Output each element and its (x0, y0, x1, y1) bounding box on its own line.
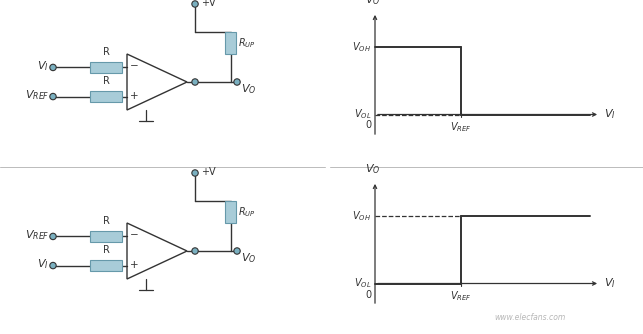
Bar (90, 91, 122, 102)
Bar (90, 260, 122, 271)
Text: www.elecfans.com: www.elecfans.com (494, 313, 566, 322)
Text: $V_{REF}$: $V_{REF}$ (24, 228, 49, 242)
Text: $V_{OH}$: $V_{OH}$ (352, 40, 371, 54)
Text: $R_{UP}$: $R_{UP}$ (238, 36, 256, 50)
Text: $R_{UP}$: $R_{UP}$ (238, 205, 256, 219)
Text: +: + (130, 260, 139, 270)
Text: $V_{REF}$: $V_{REF}$ (449, 290, 471, 303)
Circle shape (50, 94, 56, 100)
Bar (90, 231, 122, 242)
Text: 0: 0 (365, 290, 371, 300)
Bar (90, 62, 122, 73)
Text: $V_O$: $V_O$ (241, 82, 257, 96)
Bar (225, 32, 236, 54)
Bar (225, 201, 236, 223)
Text: 0: 0 (365, 121, 371, 131)
Text: $V_O$: $V_O$ (365, 162, 381, 176)
Text: $V_I$: $V_I$ (37, 59, 49, 73)
Circle shape (50, 64, 56, 70)
Text: $V_{OL}$: $V_{OL}$ (354, 277, 371, 290)
Text: $V_I$: $V_I$ (604, 108, 616, 121)
Text: $V_{OL}$: $V_{OL}$ (354, 108, 371, 121)
Text: +V: +V (201, 167, 215, 177)
Circle shape (50, 233, 56, 239)
Text: $V_I$: $V_I$ (604, 277, 616, 290)
Text: R: R (103, 47, 109, 57)
Circle shape (192, 79, 198, 85)
Text: $V_I$: $V_I$ (37, 258, 49, 272)
Circle shape (234, 248, 240, 254)
Text: +: + (130, 91, 139, 101)
Circle shape (192, 1, 198, 7)
Text: $V_{OH}$: $V_{OH}$ (352, 209, 371, 223)
Text: $V_{REF}$: $V_{REF}$ (449, 121, 471, 134)
Text: +V: +V (201, 0, 215, 8)
Text: $V_{REF}$: $V_{REF}$ (24, 89, 49, 103)
Circle shape (50, 263, 56, 269)
Circle shape (234, 79, 240, 85)
Text: $V_O$: $V_O$ (241, 251, 257, 265)
Text: $V_O$: $V_O$ (365, 0, 381, 7)
Text: R: R (103, 245, 109, 255)
Text: R: R (103, 216, 109, 226)
Circle shape (192, 170, 198, 176)
Text: −: − (130, 230, 139, 240)
Text: R: R (103, 76, 109, 86)
Circle shape (192, 248, 198, 254)
Text: −: − (130, 61, 139, 71)
